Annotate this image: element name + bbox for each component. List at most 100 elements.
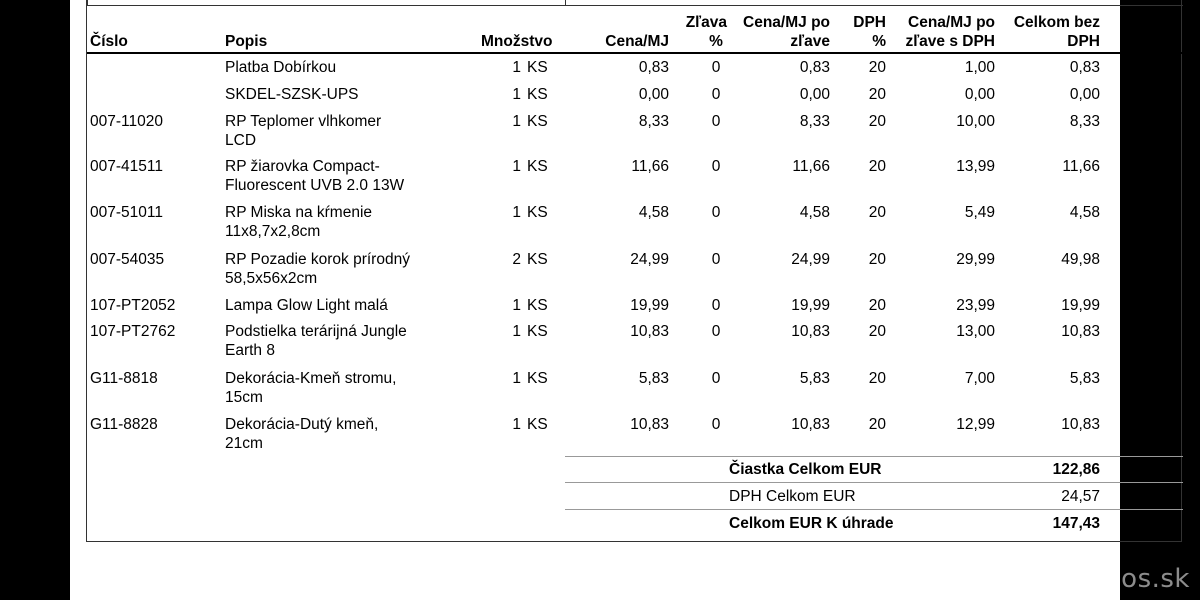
- header-rule: [87, 52, 1183, 54]
- row-cena-po-zlave: 8,33: [799, 113, 830, 130]
- invoice-table-frame: Číslo Popis Množstvo Cena/MJ Zľava % Cen…: [86, 0, 1183, 542]
- summary-dph-value: 24,57: [1061, 488, 1100, 505]
- row-dph: 20: [868, 113, 886, 130]
- row-celkom-bez-dph: 0,83: [1069, 59, 1100, 76]
- summary-rule-bottom: [565, 509, 1183, 510]
- row-cena-mj: 4,58: [638, 204, 669, 221]
- row-zlava: 0: [711, 251, 721, 268]
- row-cislo: 107-PT2762: [90, 323, 176, 340]
- header-zlava-2: %: [709, 33, 723, 50]
- row-popis-line2: 58,5x56x2cm: [225, 270, 318, 287]
- row-popis-line2: Earth 8: [225, 342, 275, 359]
- invoice-page: Číslo Popis Množstvo Cena/MJ Zľava % Cen…: [70, 0, 1183, 600]
- row-quantity: 1: [512, 297, 521, 314]
- row-popis-line2: 11x8,7x2,8cm: [225, 223, 321, 240]
- row-cislo: G11-8828: [90, 416, 158, 433]
- row-quantity: 1: [512, 59, 521, 76]
- row-quantity: 1: [512, 158, 521, 175]
- row-cislo: 107-PT2052: [90, 297, 176, 314]
- row-dph: 20: [868, 86, 886, 103]
- row-popis: Podstielka terárijná Jungle: [225, 323, 407, 340]
- row-cislo: 007-11020: [90, 113, 163, 130]
- row-zlava: 0: [711, 113, 721, 130]
- row-popis-line2: LCD: [225, 132, 257, 149]
- header-cena-dph-2: zľave s DPH: [905, 33, 995, 50]
- row-cena-s-dph: 1,00: [964, 59, 995, 76]
- row-cena-po-zlave: 4,58: [799, 204, 830, 221]
- row-popis: RP žiarovka Compact-: [225, 158, 380, 175]
- row-unit: KS: [527, 370, 548, 387]
- row-dph: 20: [868, 59, 886, 76]
- row-popis-line2: 21cm: [225, 435, 263, 452]
- row-zlava: 0: [711, 158, 721, 175]
- summary-ciastka-label: Čiastka Celkom EUR: [729, 461, 882, 478]
- row-cena-mj: 11,66: [631, 158, 669, 175]
- row-dph: 20: [868, 204, 886, 221]
- row-celkom-bez-dph: 4,58: [1069, 204, 1100, 221]
- row-dph: 20: [868, 370, 886, 387]
- header-cena-dph-1: Cena/MJ po: [908, 14, 995, 31]
- row-zlava: 0: [711, 297, 721, 314]
- row-cena-po-zlave: 11,66: [792, 158, 830, 175]
- row-celkom-bez-dph: 10,83: [1061, 416, 1100, 433]
- row-cena-s-dph: 10,00: [956, 113, 995, 130]
- row-quantity: 1: [512, 370, 521, 387]
- row-cena-s-dph: 13,00: [956, 323, 995, 340]
- row-dph: 20: [868, 297, 886, 314]
- row-cena-mj: 10,83: [630, 323, 669, 340]
- row-cena-mj: 8,33: [638, 113, 669, 130]
- row-popis: Platba Dobírkou: [225, 59, 337, 76]
- row-dph: 20: [868, 416, 886, 433]
- row-cena-mj: 24,99: [630, 251, 669, 268]
- row-cena-s-dph: 13,99: [956, 158, 995, 175]
- row-cena-po-zlave: 10,83: [791, 416, 830, 433]
- row-unit: KS: [527, 113, 548, 130]
- row-zlava: 0: [711, 204, 721, 221]
- row-cena-po-zlave: 5,83: [799, 370, 830, 387]
- row-quantity: 1: [512, 204, 521, 221]
- summary-ciastka-value: 122,86: [1052, 461, 1100, 478]
- row-unit: KS: [527, 297, 548, 314]
- row-quantity: 2: [512, 251, 521, 268]
- row-cena-mj: 19,99: [630, 297, 669, 314]
- row-dph: 20: [868, 158, 886, 175]
- row-popis-line2: 15cm: [225, 389, 263, 406]
- row-popis: SKDEL-SZSK-UPS: [225, 86, 359, 103]
- row-quantity: 1: [512, 113, 521, 130]
- row-cislo: G11-8818: [90, 370, 158, 387]
- row-popis: RP Pozadie korok prírodný: [225, 251, 410, 268]
- top-rule: [87, 5, 1183, 6]
- row-unit: KS: [527, 416, 548, 433]
- row-cena-s-dph: 29,99: [956, 251, 995, 268]
- row-cena-s-dph: 7,00: [964, 370, 995, 387]
- summary-rule-mid: [565, 482, 1183, 483]
- row-dph: 20: [868, 251, 886, 268]
- watermark: @( Bazos.sk: [1026, 564, 1190, 594]
- header-celkom-1: Celkom bez: [1013, 14, 1100, 31]
- header-dph-1: DPH: [853, 14, 886, 31]
- header-dph-2: %: [872, 33, 886, 50]
- row-dph: 20: [868, 323, 886, 340]
- row-quantity: 1: [512, 416, 521, 433]
- row-popis: Lampa Glow Light malá: [225, 297, 388, 314]
- row-cena-s-dph: 0,00: [964, 86, 995, 103]
- row-popis: RP Teplomer vlhkomer: [225, 113, 382, 130]
- header-cena-mj: Cena/MJ: [605, 33, 669, 50]
- row-popis: Dekorácia-Dutý kmeň,: [225, 416, 379, 433]
- row-popis: Dekorácia-Kmeň stromu,: [225, 370, 397, 387]
- row-celkom-bez-dph: 49,98: [1061, 251, 1100, 268]
- row-cena-s-dph: 5,49: [964, 204, 995, 221]
- row-cena-po-zlave: 19,99: [791, 297, 830, 314]
- header-cena-po-2: zľave: [790, 33, 830, 50]
- row-quantity: 1: [512, 86, 521, 103]
- row-unit: KS: [527, 323, 548, 340]
- row-celkom-bez-dph: 10,83: [1061, 323, 1100, 340]
- header-mnozstvo: Množstvo: [481, 33, 553, 50]
- row-unit: KS: [527, 204, 548, 221]
- header-zlava-1: Zľava: [685, 14, 727, 31]
- row-celkom-bez-dph: 11,66: [1062, 158, 1100, 175]
- summary-total-label: Celkom EUR K úhrade: [729, 515, 894, 532]
- row-cislo: 007-54035: [90, 251, 165, 268]
- header-cislo: Číslo: [90, 33, 128, 50]
- header-cena-po-1: Cena/MJ po: [743, 14, 830, 31]
